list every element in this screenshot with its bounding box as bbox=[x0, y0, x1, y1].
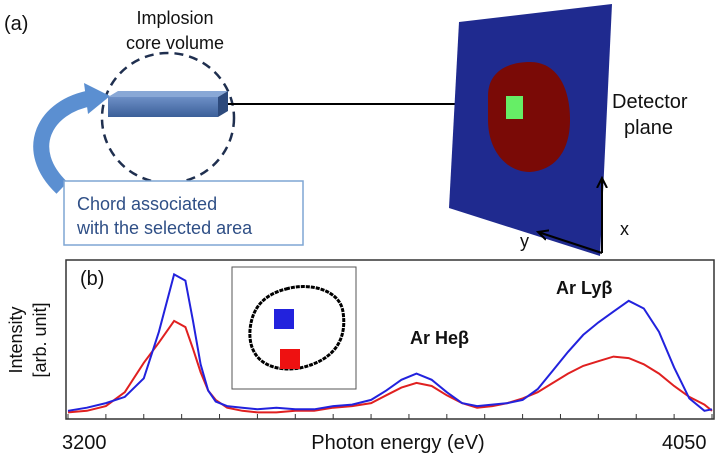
inset-blue-square bbox=[274, 309, 294, 329]
chord-label-line1: Chord associated bbox=[77, 194, 217, 214]
axis-x-label: x bbox=[620, 219, 629, 239]
series-red-line bbox=[67, 319, 713, 414]
x-tick-label-max: 4050 bbox=[662, 432, 707, 454]
inset-outline bbox=[248, 285, 346, 371]
panel-a-label: (a) bbox=[4, 13, 28, 35]
detector-label-line2: plane bbox=[624, 117, 673, 139]
series-blue-line bbox=[67, 272, 713, 412]
chord-bar bbox=[108, 91, 228, 117]
chord-label-line2: with the selected area bbox=[76, 218, 253, 238]
core-label-line1: Implosion bbox=[136, 8, 213, 28]
detector-label-line1: Detector bbox=[612, 91, 688, 113]
x-tick-label-min: 3200 bbox=[62, 432, 107, 454]
plot-frame bbox=[65, 259, 715, 420]
axis-y-arrow bbox=[538, 232, 603, 254]
y-axis-label: Intensity bbox=[6, 306, 26, 373]
detector-spot bbox=[488, 62, 570, 172]
implosion-core-circle bbox=[100, 51, 236, 185]
y-axis-unit: [arb. unit] bbox=[30, 302, 50, 377]
inset-red-square bbox=[280, 349, 300, 369]
x-ticks bbox=[67, 414, 713, 419]
peak-label-ly: Ar Lyβ bbox=[556, 278, 612, 298]
chord-label-box bbox=[63, 180, 304, 246]
peak-label-he: Ar Heβ bbox=[410, 328, 469, 348]
selected-area bbox=[506, 96, 523, 119]
curved-arrow bbox=[33, 90, 94, 194]
panel-b-label: (b) bbox=[80, 268, 104, 290]
curved-arrow-head bbox=[84, 83, 110, 114]
x-axis-label: Photon energy (eV) bbox=[311, 432, 484, 454]
core-label-line2: core volume bbox=[126, 33, 224, 53]
axis-y-label: y bbox=[520, 231, 529, 251]
